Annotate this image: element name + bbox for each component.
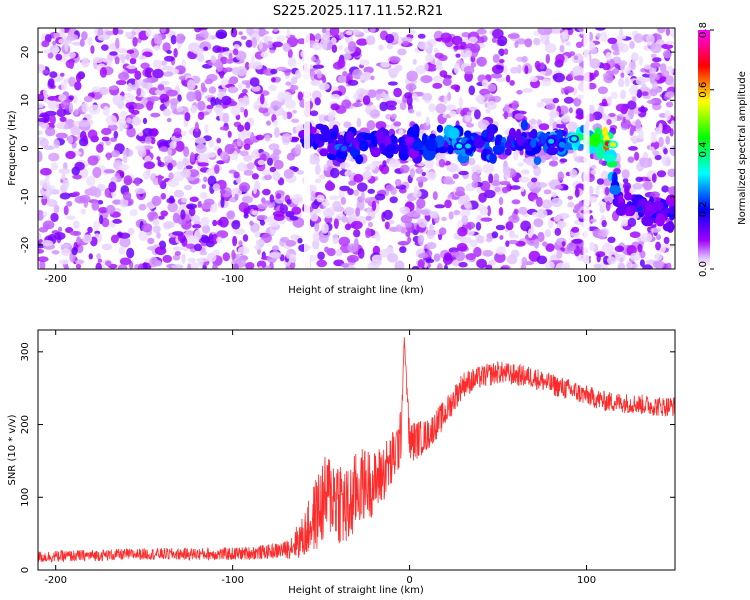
colorbar-gradient: [698, 30, 710, 269]
snr-xtick: 0: [406, 575, 412, 586]
spectrogram-blobs: [38, 28, 675, 269]
spectrogram-ytick: 20: [20, 46, 31, 59]
snr-ticks: -200 -100 0 100 0 100 200 300: [20, 330, 675, 586]
colorbar: 0.0 0.2 0.4 0.6 0.8 Normalized spectral ampl…: [698, 22, 748, 277]
snr-panel: -200 -100 0 100 0 100 200 300 Height of straigh…: [7, 329, 676, 596]
spectrogram-xlabel: Height of straight line (km): [288, 285, 424, 296]
snr-xtick: 100: [577, 575, 596, 586]
figure-title: S225.2025.117.11.52.R21: [273, 4, 443, 19]
spectrogram-xtick: 100: [577, 274, 596, 285]
colorbar-label: Normalized spectral amplitude: [737, 71, 748, 225]
spectrogram-ytick: 0: [20, 145, 31, 151]
snr-xlabel: Height of straight line (km): [288, 585, 424, 596]
snr-background: [38, 330, 675, 570]
spectrogram-ytick: 10: [20, 94, 31, 107]
spectrogram-xtick: 0: [406, 274, 412, 285]
snr-xtick: -200: [44, 575, 67, 586]
spectrogram-ylabel: Frequency (Hz): [7, 110, 18, 186]
spectrogram-ytick: -10: [20, 189, 31, 205]
colorbar-tick: 0.8: [698, 22, 709, 38]
spectrogram-xtick: -200: [44, 274, 67, 285]
snr-plot: [38, 337, 675, 563]
colorbar-tick: 0.4: [698, 142, 709, 158]
snr-ytick: 0: [20, 567, 31, 573]
colorbar-ticks: 0.0 0.2 0.4 0.6 0.8: [698, 22, 714, 277]
colorbar-tick: 0.2: [698, 201, 709, 217]
snr-ylabel: SNR (10 * v/v): [7, 414, 18, 485]
snr-frame: [37, 329, 676, 571]
snr-ytick: 200: [20, 415, 31, 434]
colorbar-tick: 0.6: [698, 82, 709, 98]
spectrogram-xtick: -100: [221, 274, 244, 285]
colorbar-tick: 0.0: [698, 261, 709, 277]
snr-ytick: 300: [20, 342, 31, 361]
spectrogram-ytick: -20: [20, 237, 31, 253]
snr-series-line: [38, 337, 675, 563]
snr-ytick: 100: [20, 488, 31, 507]
snr-xtick: -100: [221, 575, 244, 586]
